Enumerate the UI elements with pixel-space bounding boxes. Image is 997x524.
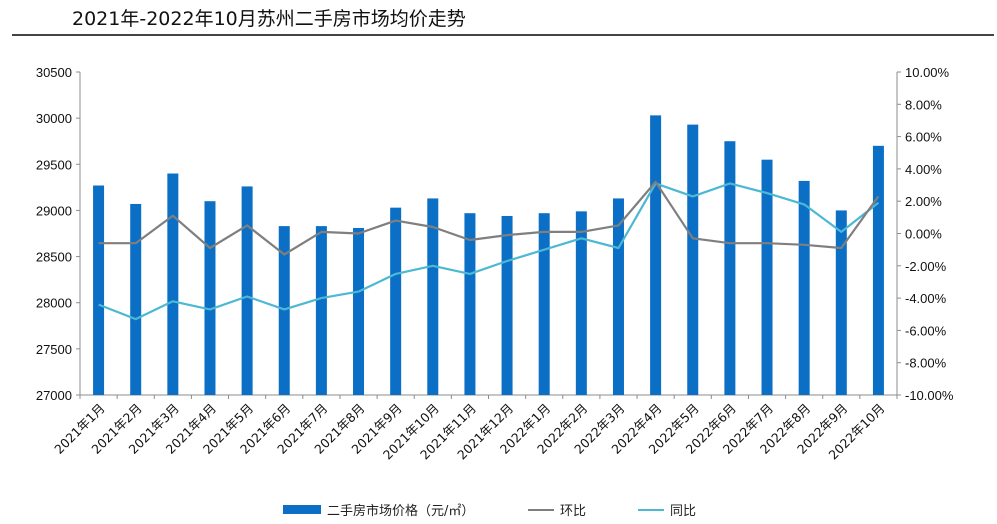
price-bar (724, 141, 736, 395)
price-bar (798, 180, 810, 395)
price-bar (835, 210, 847, 395)
legend-swatch-yoy (638, 508, 664, 511)
y-right-tick-label: -4.00% (905, 291, 947, 306)
y-left-tick-label: 28000 (36, 296, 72, 311)
legend-label-price: 二手房市场价格（元/㎡） (327, 504, 475, 519)
y-left-tick-label: 30500 (36, 65, 72, 80)
price-bar (315, 226, 327, 395)
y-left-tick-label: 29000 (36, 203, 72, 218)
price-bar (278, 226, 290, 395)
y-right-tick-label: 10.00% (905, 65, 950, 80)
y-right-tick-label: 8.00% (905, 97, 942, 112)
price-bar (353, 227, 365, 395)
legend-item-yoy: 同比 (638, 500, 696, 519)
legend-label-yoy: 同比 (670, 504, 697, 519)
chart-canvas: 27000 27500 28000 28500 29000 29500 30000 30500… (36, 65, 954, 463)
price-bar (93, 185, 105, 395)
y-right-tick-label: 4.00% (905, 162, 942, 177)
price-bar (241, 186, 253, 395)
legend-swatch-price (283, 505, 321, 514)
y-left-tick-label: 27000 (36, 388, 72, 403)
y-right-tick-label: -2.00% (905, 259, 947, 274)
y-right-tick-label: 2.00% (905, 194, 942, 209)
price-bar (427, 198, 439, 395)
legend-swatch-mom (528, 508, 554, 511)
price-bar (538, 213, 550, 395)
price-bar (130, 203, 142, 395)
legend: 二手房市场价格（元/㎡） 环比 同比 (0, 500, 997, 520)
price-bar (501, 215, 513, 395)
y-right-tick-label: 0.00% (905, 227, 942, 242)
price-bar (612, 198, 624, 395)
price-bar (464, 213, 476, 395)
y-right-tick-label: 6.00% (905, 130, 942, 145)
y-left-tick-label: 30000 (36, 111, 72, 126)
price-bar (167, 173, 179, 395)
price-bar (204, 201, 216, 395)
y-left-tick-label: 29500 (36, 157, 72, 172)
legend-item-price: 二手房市场价格（元/㎡） (283, 500, 474, 519)
yoy-line (98, 182, 880, 321)
price-bar (650, 115, 662, 396)
y-right-tick-label: -10.00% (905, 388, 954, 403)
y-right-tick-label: -8.00% (905, 356, 947, 371)
price-bar (872, 145, 884, 395)
y-left-tick-label: 28500 (36, 250, 72, 265)
price-bar (761, 159, 773, 395)
mom-line (98, 180, 880, 256)
y-left-tick-label: 27500 (36, 342, 72, 357)
price-bar (687, 124, 699, 396)
chart-title: 2021年-2022年10月苏州二手房市场均价走势 (72, 8, 466, 30)
price-bar (390, 207, 402, 395)
legend-item-mom: 环比 (528, 500, 586, 519)
legend-label-mom: 环比 (560, 504, 587, 519)
price-bar (575, 211, 587, 395)
title-underline (12, 34, 994, 36)
y-right-tick-label: -6.00% (905, 323, 947, 338)
